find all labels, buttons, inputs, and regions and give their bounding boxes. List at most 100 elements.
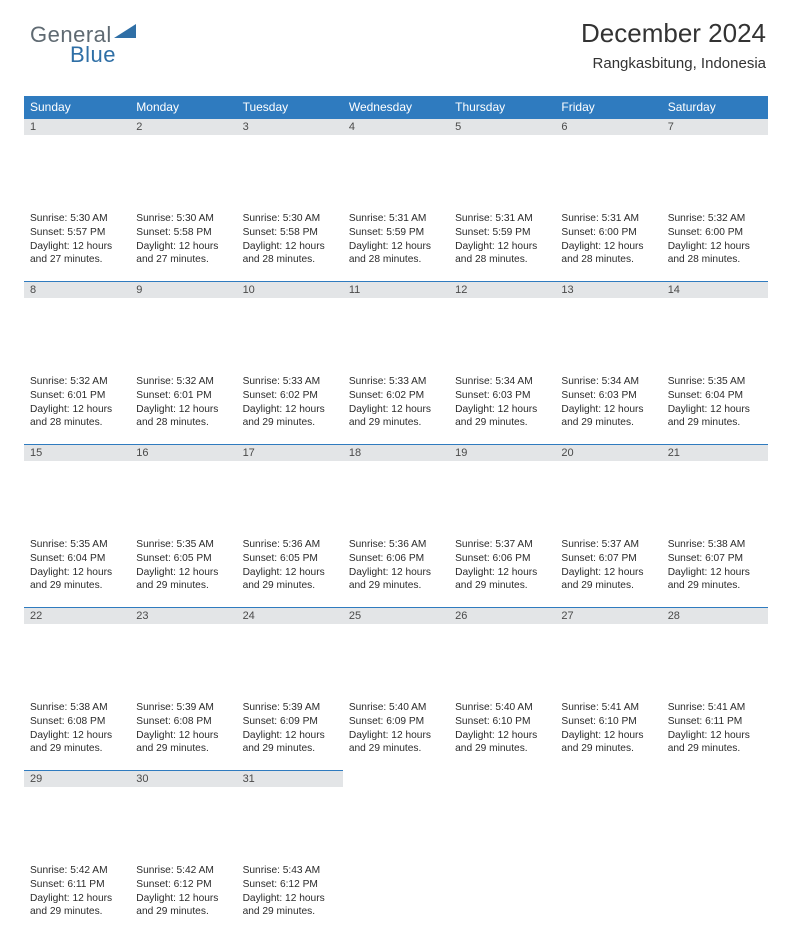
- daylight-text: Daylight: 12 hours: [136, 566, 230, 580]
- daylight-text: and 29 minutes.: [30, 742, 124, 756]
- sunset-text: Sunset: 6:08 PM: [30, 715, 124, 729]
- day-number-cell: 1: [24, 119, 130, 210]
- sunrise-text: Sunrise: 5:41 AM: [668, 701, 762, 715]
- daylight-text: Daylight: 12 hours: [455, 240, 549, 254]
- daylight-text: and 29 minutes.: [243, 579, 337, 593]
- daylight-text: and 27 minutes.: [30, 253, 124, 267]
- daylight-text: and 29 minutes.: [668, 579, 762, 593]
- day-number: 24: [237, 608, 343, 624]
- day-cell: Sunrise: 5:34 AMSunset: 6:03 PMDaylight:…: [555, 372, 661, 445]
- sunrise-text: Sunrise: 5:37 AM: [455, 538, 549, 552]
- day-number: 10: [237, 282, 343, 298]
- day-number-cell: [343, 771, 449, 862]
- day-details: Sunrise: 5:38 AMSunset: 6:08 PMDaylight:…: [24, 698, 130, 762]
- day-number-cell: 19: [449, 445, 555, 536]
- day-cell: Sunrise: 5:35 AMSunset: 6:04 PMDaylight:…: [662, 372, 768, 445]
- day-cell: Sunrise: 5:42 AMSunset: 6:11 PMDaylight:…: [24, 861, 130, 933]
- daylight-text: and 29 minutes.: [30, 579, 124, 593]
- sunrise-text: Sunrise: 5:42 AM: [30, 864, 124, 878]
- day-number: 17: [237, 445, 343, 461]
- daylight-text: Daylight: 12 hours: [243, 403, 337, 417]
- day-cell: Sunrise: 5:31 AMSunset: 5:59 PMDaylight:…: [343, 209, 449, 282]
- day-number: 30: [130, 771, 236, 787]
- day-details: Sunrise: 5:42 AMSunset: 6:12 PMDaylight:…: [130, 861, 236, 925]
- sunrise-text: Sunrise: 5:30 AM: [136, 212, 230, 226]
- weekday-header-row: Sunday Monday Tuesday Wednesday Thursday…: [24, 96, 768, 119]
- week-content-row: Sunrise: 5:42 AMSunset: 6:11 PM Daylight:…: [24, 861, 768, 933]
- daylight-text: and 29 minutes.: [455, 579, 549, 593]
- day-number-cell: 18: [343, 445, 449, 536]
- day-number: 6: [555, 119, 661, 135]
- logo-triangle-icon: [114, 22, 136, 43]
- daylight-text: Daylight: 12 hours: [349, 240, 443, 254]
- week-number-row: 15161718192021: [24, 445, 768, 536]
- daylight-text: Daylight: 12 hours: [561, 403, 655, 417]
- day-cell: Sunrise: 5:33 AMSunset: 6:02 PMDaylight:…: [237, 372, 343, 445]
- daylight-text: and 29 minutes.: [349, 742, 443, 756]
- day-number-cell: 3: [237, 119, 343, 210]
- day-number-cell: 15: [24, 445, 130, 536]
- day-number: 22: [24, 608, 130, 624]
- week-number-row: 293031: [24, 771, 768, 862]
- daylight-text: and 28 minutes.: [561, 253, 655, 267]
- daylight-text: Daylight: 12 hours: [30, 403, 124, 417]
- daylight-text: and 29 minutes.: [561, 579, 655, 593]
- week-number-row: 22232425262728: [24, 608, 768, 699]
- sunset-text: Sunset: 5:58 PM: [136, 226, 230, 240]
- day-number-cell: [662, 771, 768, 862]
- day-cell: Sunrise: 5:39 AMSunset: 6:09 PMDaylight:…: [237, 698, 343, 771]
- daylight-text: and 29 minutes.: [136, 905, 230, 919]
- day-number: 27: [555, 608, 661, 624]
- week-content-row: Sunrise: 5:30 AMSunset: 5:57 PMDaylight:…: [24, 209, 768, 282]
- day-number-cell: 28: [662, 608, 768, 699]
- day-details: Sunrise: 5:34 AMSunset: 6:03 PMDaylight:…: [555, 372, 661, 436]
- daylight-text: and 29 minutes.: [136, 579, 230, 593]
- day-number: 20: [555, 445, 661, 461]
- day-number-cell: 8: [24, 282, 130, 373]
- daylight-text: Daylight: 12 hours: [455, 566, 549, 580]
- daylight-text: Daylight: 12 hours: [668, 403, 762, 417]
- daylight-text: Daylight: 12 hours: [668, 566, 762, 580]
- sunrise-text: Sunrise: 5:34 AM: [561, 375, 655, 389]
- sunset-text: Sunset: 6:10 PM: [455, 715, 549, 729]
- day-number: 14: [662, 282, 768, 298]
- weekday-sunday: Sunday: [24, 96, 130, 119]
- day-details: Sunrise: 5:33 AMSunset: 6:02 PMDaylight:…: [237, 372, 343, 436]
- day-details: Sunrise: 5:31 AMSunset: 5:59 PMDaylight:…: [449, 209, 555, 273]
- day-number: 8: [24, 282, 130, 298]
- day-cell: Sunrise: 5:39 AMSunset: 6:08 PMDaylight:…: [130, 698, 236, 771]
- day-cell: Sunrise: 5:41 AMSunset: 6:10 PMDaylight:…: [555, 698, 661, 771]
- sunrise-text: Sunrise: 5:39 AM: [136, 701, 230, 715]
- daylight-text: and 28 minutes.: [30, 416, 124, 430]
- sunrise-text: Sunrise: 5:41 AM: [561, 701, 655, 715]
- daylight-text: Daylight: 12 hours: [243, 729, 337, 743]
- calendar-body: 1234567Sunrise: 5:30 AMSunset: 5:57 PMDa…: [24, 119, 768, 933]
- day-cell: Sunrise: 5:37 AMSunset: 6:06 PMDaylight:…: [449, 535, 555, 608]
- weekday-wednesday: Wednesday: [343, 96, 449, 119]
- daylight-text: and 28 minutes.: [243, 253, 337, 267]
- day-cell: Sunrise: 5:30 AMSunset: 5:57 PMDaylight:…: [24, 209, 130, 282]
- sunset-text: Sunset: 6:05 PM: [136, 552, 230, 566]
- day-number-cell: 7: [662, 119, 768, 210]
- day-cell: Sunrise: 5:31 AMSunset: 5:59 PMDaylight:…: [449, 209, 555, 282]
- day-number: 18: [343, 445, 449, 461]
- day-number-cell: 5: [449, 119, 555, 210]
- daylight-text: and 29 minutes.: [561, 742, 655, 756]
- sunset-text: Sunset: 6:11 PM: [30, 878, 124, 892]
- day-cell: Sunrise: 5:32 AMSunset: 6:00 PMDaylight:…: [662, 209, 768, 282]
- day-cell: Sunrise: 5:41 AMSunset: 6:11 PMDaylight:…: [662, 698, 768, 771]
- daylight-text: Daylight: 12 hours: [243, 892, 337, 906]
- calendar: Sunday Monday Tuesday Wednesday Thursday…: [24, 96, 768, 933]
- day-cell: Sunrise: 5:30 AMSunset: 5:58 PMDaylight:…: [237, 209, 343, 282]
- sunrise-text: Sunrise: 5:37 AM: [561, 538, 655, 552]
- day-details: Sunrise: 5:39 AMSunset: 6:08 PMDaylight:…: [130, 698, 236, 762]
- day-cell: Sunrise: 5:32 AMSunset: 6:01 PMDaylight:…: [130, 372, 236, 445]
- day-details: Sunrise: 5:35 AMSunset: 6:04 PMDaylight:…: [24, 535, 130, 599]
- daylight-text: and 29 minutes.: [455, 742, 549, 756]
- day-number: 12: [449, 282, 555, 298]
- sunrise-text: Sunrise: 5:39 AM: [243, 701, 337, 715]
- daylight-text: and 29 minutes.: [455, 416, 549, 430]
- daylight-text: Daylight: 12 hours: [455, 403, 549, 417]
- day-number: 16: [130, 445, 236, 461]
- day-cell: Sunrise: 5:31 AMSunset: 6:00 PMDaylight:…: [555, 209, 661, 282]
